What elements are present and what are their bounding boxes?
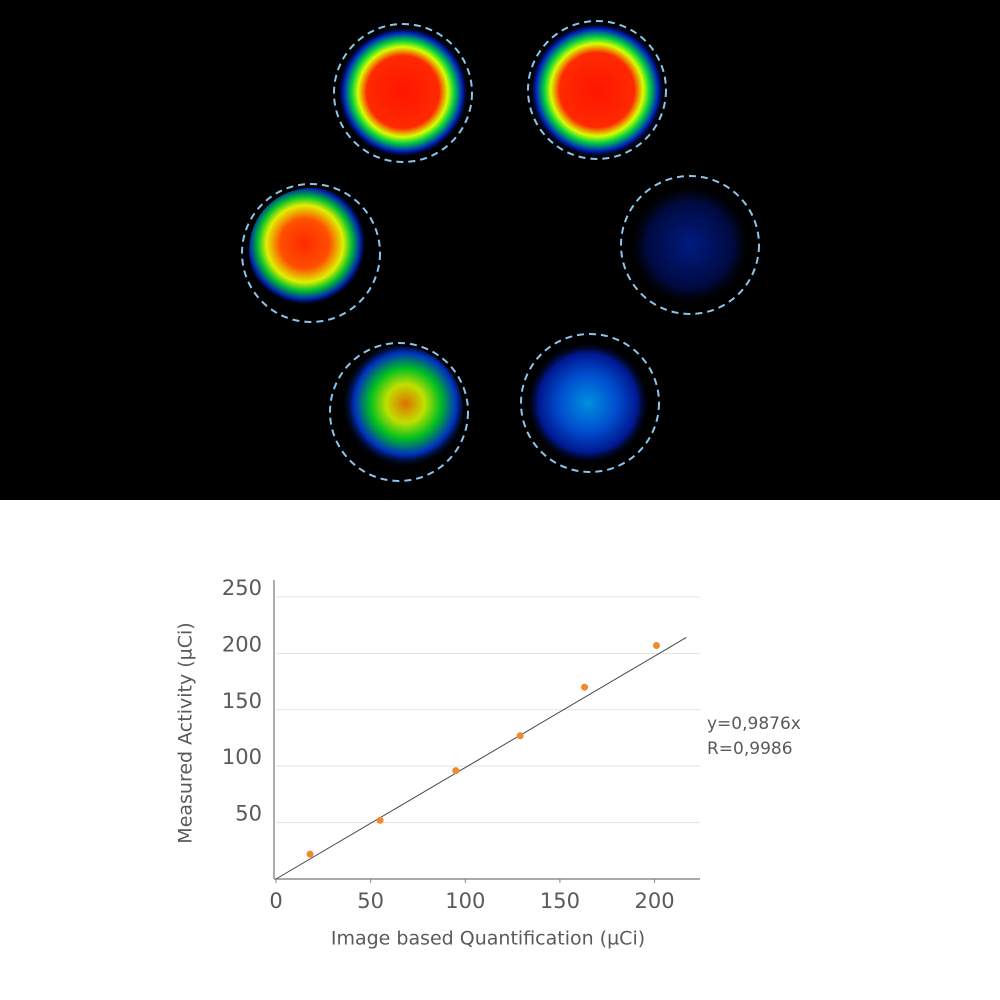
x-axis-label: Image based Quantification (µCi) bbox=[331, 928, 645, 950]
roi-circle bbox=[527, 20, 667, 160]
hot-spot bbox=[526, 341, 650, 465]
x-tick-label: 150 bbox=[540, 889, 580, 913]
fit-equation: y=0,9876x bbox=[707, 714, 801, 734]
roi-circle bbox=[620, 175, 760, 315]
hot-spot bbox=[337, 26, 469, 158]
roi-circle bbox=[333, 23, 473, 163]
roi-circle bbox=[329, 342, 469, 482]
y-tick-label: 150 bbox=[222, 689, 262, 713]
x-tick-label: 100 bbox=[445, 889, 485, 913]
hot-spot bbox=[529, 22, 665, 158]
y-tick-label: 200 bbox=[222, 632, 262, 656]
hot-spot bbox=[249, 188, 373, 312]
data-point bbox=[652, 641, 660, 649]
image-background bbox=[0, 0, 1000, 500]
fit-r: R=0,9986 bbox=[707, 739, 793, 759]
data-point bbox=[306, 850, 314, 858]
roi-circle bbox=[520, 333, 660, 473]
trend-line bbox=[275, 636, 687, 880]
data-point bbox=[581, 683, 589, 691]
y-tick-label: 50 bbox=[235, 802, 262, 826]
y-tick-label: 250 bbox=[222, 576, 262, 600]
y-tick-label: 100 bbox=[222, 745, 262, 769]
x-tick-label: 200 bbox=[635, 889, 675, 913]
data-point bbox=[516, 732, 524, 740]
data-point bbox=[452, 767, 460, 775]
x-tick-label: 0 bbox=[269, 889, 282, 913]
scan-image bbox=[0, 0, 1000, 500]
y-axis-label: Measured Activity (µCi) bbox=[175, 622, 197, 843]
roi-circle bbox=[241, 183, 381, 323]
data-point bbox=[376, 816, 384, 824]
hot-spot bbox=[335, 346, 463, 474]
x-tick-label: 50 bbox=[357, 889, 384, 913]
hot-spot bbox=[628, 183, 752, 307]
